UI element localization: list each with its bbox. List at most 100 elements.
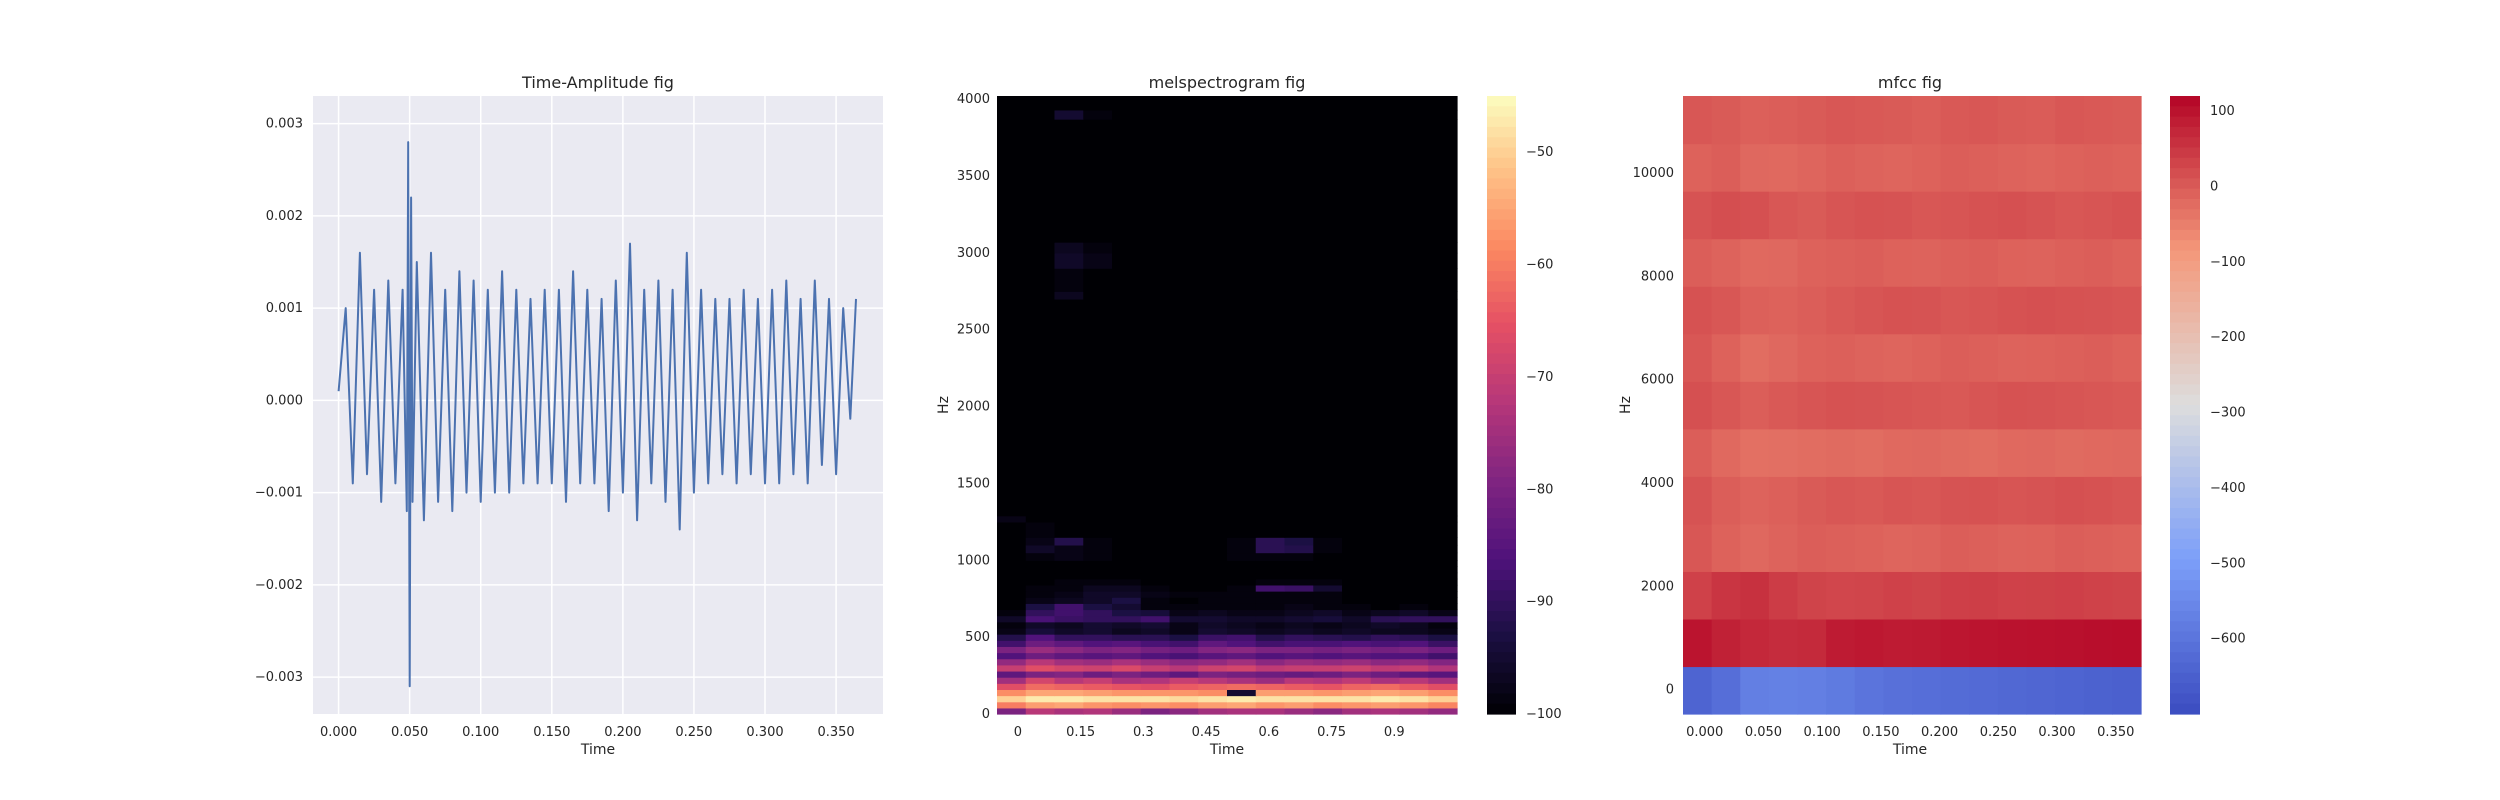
spectrogram-cell	[1313, 515, 1343, 523]
colorbar-segment	[2170, 518, 2200, 530]
mfcc-cell	[2112, 571, 2142, 620]
colorbar-segment	[2170, 600, 2200, 612]
spectrogram-cell	[1428, 627, 1458, 635]
spectrogram-cell	[1255, 597, 1286, 604]
spectrogram-cell	[1169, 597, 1199, 604]
y-tick-label: 2000	[957, 400, 990, 415]
mfcc-cell	[1797, 333, 1827, 382]
spectrogram-cell	[1054, 670, 1084, 678]
mfcc-cell	[1797, 381, 1827, 430]
spectrogram-cell	[1370, 597, 1401, 604]
y-tick-label: 0.002	[266, 209, 303, 224]
spectrogram-cell	[1342, 552, 1372, 561]
spectrogram-cell	[1428, 291, 1458, 300]
spectrogram-cell	[1083, 707, 1113, 715]
spectrogram-cell	[1025, 658, 1056, 666]
mfcc-cell	[1912, 523, 1942, 572]
spectrogram-cell	[1140, 640, 1171, 647]
spectrogram-cell	[1083, 621, 1113, 629]
spectrogram-cell	[997, 652, 1027, 660]
spectrogram-cell	[1140, 572, 1171, 580]
spectrogram-cell	[1112, 252, 1142, 269]
mfcc-cell	[1854, 191, 1884, 240]
spectrogram-cell	[1227, 291, 1257, 300]
colorbar-tick-label: −600	[2210, 632, 2246, 647]
spectrogram-cell	[1313, 119, 1343, 243]
spectrogram-cell	[997, 634, 1027, 641]
spectrogram-cell	[997, 298, 1027, 517]
spectrogram-cell	[1025, 603, 1056, 611]
spectrogram-cell	[1198, 627, 1228, 635]
spectrogram-cell	[1140, 242, 1171, 254]
colorbar-segment	[1487, 302, 1516, 313]
spectrogram-cell	[1198, 664, 1228, 672]
colorbar-segment	[2170, 250, 2200, 262]
mfcc-cell	[1912, 143, 1942, 192]
spectrogram-cell	[1227, 683, 1257, 690]
spectrogram-cell	[1284, 552, 1314, 561]
y-tick-labels: 0 2000 4000 6000 8000 10000	[1633, 166, 1674, 698]
spectrogram-cell	[1227, 615, 1257, 623]
x-tick-label: 0.6	[1258, 725, 1279, 740]
spectrogram-cell	[1370, 578, 1401, 586]
mfcc-cell	[1854, 333, 1884, 382]
colorbar-segment	[1487, 137, 1516, 149]
spectrogram-cell	[1370, 695, 1401, 703]
x-tick-label: 0.350	[2097, 725, 2134, 740]
spectrogram-cell	[1227, 242, 1257, 254]
colorbar-segment	[1487, 611, 1516, 622]
spectrogram-cell	[1054, 646, 1084, 654]
spectrogram-cell	[1198, 515, 1228, 523]
spectrogram-cell	[1255, 652, 1286, 660]
colorbar-segment	[2170, 96, 2200, 107]
mfcc-cell	[1797, 191, 1827, 240]
spectrogram-cell	[1112, 109, 1142, 120]
spectrogram-cell	[1255, 677, 1286, 684]
spectrogram-cell	[1198, 670, 1228, 678]
spectrogram-cell	[1054, 683, 1084, 690]
spectrogram-cell	[1342, 597, 1372, 604]
spectrogram-cell	[1227, 119, 1257, 243]
spectrogram-cell	[1112, 646, 1142, 654]
mfcc-cell	[1997, 143, 2028, 192]
y-tick-label: 0.000	[266, 393, 303, 408]
spectrogram-cell	[1313, 603, 1343, 611]
spectrogram-cell	[1428, 707, 1458, 715]
spectrogram-cell	[997, 584, 1027, 592]
chart-title: melspectrogram fig	[1149, 73, 1306, 92]
mfcc-cell	[1797, 476, 1827, 525]
mfcc-cell	[2055, 618, 2085, 668]
colorbar-tick-label: −80	[1526, 482, 1553, 497]
spectrogram-cell	[1342, 537, 1372, 546]
spectrogram-cell	[1284, 634, 1314, 641]
colorbar-segment	[1487, 209, 1516, 221]
spectrogram-cell	[1112, 627, 1142, 635]
spectrogram-cell	[1370, 609, 1401, 617]
spectrogram-cell	[1255, 544, 1286, 554]
colorbar-segment	[2170, 569, 2200, 581]
spectrogram-cell	[1198, 609, 1228, 617]
spectrogram-cell	[1370, 521, 1401, 538]
spectrogram-cell	[1227, 96, 1257, 111]
mfcc-cell	[1940, 191, 1970, 240]
spectrogram-cell	[1198, 96, 1228, 111]
spectrogram-cell	[1370, 621, 1401, 629]
y-tick-labels: 0.003 0.002 0.001 0.000 −0.001 −0.002 −0.003	[255, 117, 303, 685]
spectrogram-cell	[1342, 683, 1372, 690]
spectrogram-cell	[1025, 621, 1056, 629]
spectrogram-cell	[1025, 609, 1056, 617]
spectrogram-cell	[1428, 615, 1458, 623]
spectrogram-cell	[1370, 652, 1401, 660]
spectrogram-cell	[997, 96, 1027, 111]
spectrogram-cell	[1370, 664, 1401, 672]
spectrogram-cell	[1284, 689, 1314, 697]
spectrogram-cell	[1198, 521, 1228, 538]
colorbar-segment	[1487, 559, 1516, 571]
mfcc-cell	[1826, 571, 1856, 620]
spectrogram-cell	[1370, 584, 1401, 592]
spectrogram-cell	[1025, 584, 1056, 592]
spectrogram-cell	[1198, 615, 1228, 623]
mfcc-cell	[1912, 381, 1942, 430]
x-tick-label: 0.350	[817, 725, 854, 740]
mfcc-cell	[1740, 333, 1770, 382]
